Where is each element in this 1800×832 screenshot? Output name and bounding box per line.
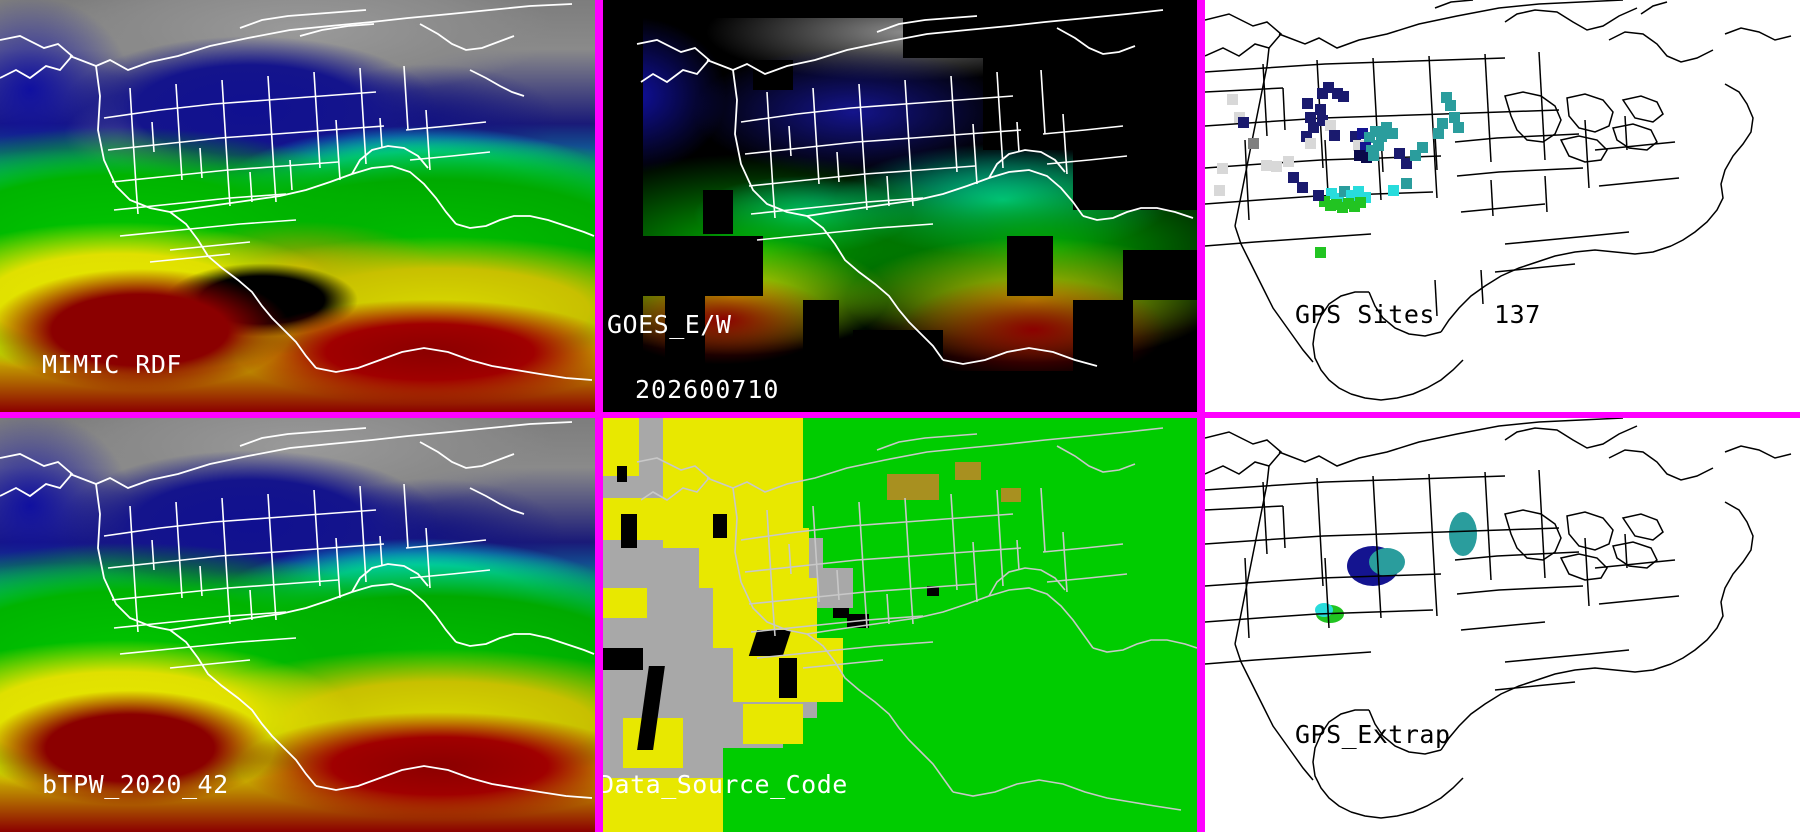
gps-extrap-map <box>1205 418 1792 819</box>
gps-site-marker <box>1271 161 1282 172</box>
gps-site-marker <box>1332 88 1343 99</box>
panel-label-data-source-code: Data_Source_Code <box>603 770 848 799</box>
panel-gps-extrap[interactable]: GPS_Extrap <box>1205 418 1800 832</box>
timestamp-value: 202600710 <box>635 375 780 404</box>
gps-site-marker <box>1354 150 1365 161</box>
gps-site-marker <box>1325 120 1336 131</box>
map-overlay-borders <box>0 421 595 799</box>
panel-data-source-code[interactable]: Data_Source_Code <box>603 418 1197 832</box>
gps-site-marker <box>1326 188 1337 199</box>
panel-label-mimic-rdf: MIMIC RDF <box>42 350 182 379</box>
panel-separator-horizontal <box>0 412 1800 418</box>
gps-sites-count: 137 <box>1494 300 1541 329</box>
gps-site-marker <box>1355 197 1366 208</box>
gps-site-marker <box>1388 185 1399 196</box>
gps-site-marker <box>1323 82 1334 93</box>
gps-site-marker <box>1302 98 1313 109</box>
panel-label-gps-sites: GPS Sites 137 <box>1295 300 1541 329</box>
gps-site-marker <box>1381 122 1392 133</box>
gps-sites-label-text: GPS Sites <box>1295 300 1435 329</box>
gps-site-marker <box>1387 128 1398 139</box>
gps-site-marker <box>1376 131 1387 142</box>
gps-site-marker <box>1368 150 1379 161</box>
gps-site-marker <box>1248 138 1259 149</box>
gps-site-marker <box>1301 131 1312 142</box>
map-overlay-borders <box>0 3 595 381</box>
gps-site-marker <box>1319 196 1330 207</box>
gps-site-marker <box>1297 182 1308 193</box>
gps-site-marker <box>1350 131 1361 142</box>
gps-site-marker <box>1453 122 1464 133</box>
gps-extrap-blob <box>1369 548 1405 576</box>
gps-site-marker <box>1353 186 1364 197</box>
gps-extrap-blob <box>1449 512 1477 556</box>
gps-extrap-blob <box>1315 603 1333 617</box>
gps-site-marker <box>1370 126 1381 137</box>
gps-site-marker <box>1433 128 1444 139</box>
panel-gps-sites[interactable]: GPS Sites 137 <box>1205 0 1800 412</box>
gps-site-marker <box>1364 132 1375 143</box>
gps-site-marker <box>1283 156 1294 167</box>
gps-site-marker <box>1394 148 1405 159</box>
gps-site-marker <box>1373 140 1384 151</box>
gps-sites-map <box>1205 0 1792 401</box>
gps-site-marker <box>1325 200 1336 211</box>
gps-site-marker <box>1410 150 1421 161</box>
panel-btpw[interactable]: bTPW_2020_42 <box>0 418 595 832</box>
gps-site-marker <box>1343 198 1354 209</box>
gps-site-marker <box>1437 118 1448 129</box>
gps-site-marker <box>1315 247 1326 258</box>
panel-goes-ew[interactable]: GOES_E/W <box>603 0 1197 371</box>
map-overlay-borders <box>636 427 1197 811</box>
gps-site-marker <box>1305 138 1316 149</box>
gps-site-marker <box>1214 185 1225 196</box>
gps-site-marker <box>1217 163 1228 174</box>
gps-site-marker <box>1227 94 1238 105</box>
gps-site-marker <box>1308 122 1319 133</box>
gps-site-marker <box>1357 128 1368 139</box>
gps-site-marker <box>1346 190 1357 201</box>
gps-site-marker <box>1449 112 1460 123</box>
goes-coverage-mask <box>603 0 1197 371</box>
panel-label-goes-ew: GOES_E/W <box>607 310 732 339</box>
timestamp-bar: 202600710 <box>603 371 1197 412</box>
map-overlay-borders <box>636 9 1194 367</box>
gps-site-marker <box>1337 202 1348 213</box>
gps-site-marker <box>1417 142 1428 153</box>
panel-label-gps-extrap: GPS_Extrap <box>1295 720 1451 749</box>
gps-site-marker <box>1338 91 1349 102</box>
gps-site-marker <box>1401 178 1412 189</box>
gps-site-marker <box>1401 158 1412 169</box>
gps-site-marker <box>1261 160 1272 171</box>
gps-site-marker <box>1288 172 1299 183</box>
panel-label-btpw: bTPW_2020_42 <box>42 770 229 799</box>
gps-site-marker <box>1329 130 1340 141</box>
gps-site-marker <box>1349 201 1360 212</box>
gps-site-marker <box>1238 117 1249 128</box>
gps-extrap-field <box>1315 512 1477 623</box>
gps-site-marker <box>1317 115 1328 126</box>
gps-site-marker <box>1305 112 1316 123</box>
panel-mimic-rdf[interactable]: MIMIC RDF <box>0 0 595 412</box>
gps-site-marker <box>1313 190 1324 201</box>
gps-site-marker <box>1441 92 1452 103</box>
gps-site-marker <box>1333 193 1344 204</box>
gps-site-marker <box>1339 186 1350 197</box>
gps-site-marker <box>1360 142 1371 153</box>
gps-site-markers <box>1214 82 1464 258</box>
gps-site-marker <box>1445 100 1456 111</box>
gps-site-marker <box>1331 199 1342 210</box>
gps-site-marker <box>1315 104 1326 115</box>
gps-site-marker <box>1317 88 1328 99</box>
gps-site-marker <box>1353 140 1364 151</box>
gps-site-marker <box>1361 152 1372 163</box>
